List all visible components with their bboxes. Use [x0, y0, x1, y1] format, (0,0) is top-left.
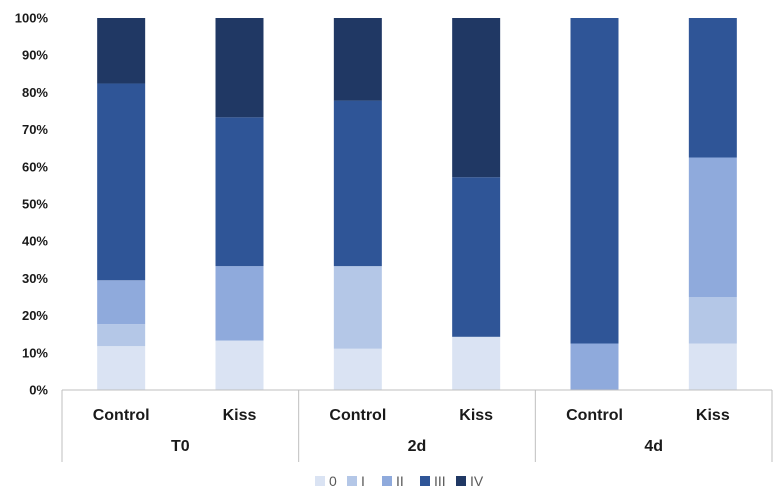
legend-label: III: [434, 473, 446, 489]
legend-label: IV: [470, 473, 484, 489]
y-tick-label: 20%: [22, 308, 48, 323]
y-tick-label: 60%: [22, 159, 48, 174]
y-tick-label: 50%: [22, 197, 48, 212]
y-tick-label: 40%: [22, 234, 48, 249]
y-tick-label: 100%: [15, 11, 49, 26]
bar-segment-iv: [215, 18, 264, 118]
x-axis: Control Kiss T0 Control Kiss 2d Control Kiss 4d: [61, 389, 773, 462]
bar-segment-iii: [333, 100, 382, 267]
bars: [97, 18, 737, 390]
legend-label: II: [396, 473, 404, 489]
bar-segment-iii: [215, 117, 264, 267]
x-category-label: Control: [329, 407, 386, 424]
y-tick-label: 80%: [22, 85, 48, 100]
legend-swatch: [382, 476, 392, 486]
y-tick-label: 30%: [22, 271, 48, 286]
bar-segment-0: [452, 336, 501, 390]
bar-segment-ii: [97, 280, 146, 325]
x-category-label: Kiss: [459, 407, 493, 424]
legend-label: I: [361, 473, 365, 489]
legend: 0 I II III IV: [315, 473, 484, 489]
bar-segment-0: [97, 346, 146, 390]
y-tick-label: 70%: [22, 122, 48, 137]
x-category-label: Kiss: [696, 407, 730, 424]
x-group-label: 2d: [408, 438, 427, 455]
bar-segment-i: [688, 297, 737, 344]
legend-swatch: [315, 476, 325, 486]
y-tick-label: 90%: [22, 48, 48, 63]
y-tick-label: 10%: [22, 345, 48, 360]
x-category-label: Kiss: [223, 407, 257, 424]
bar-segment-ii: [570, 343, 619, 390]
bar-segment-0: [333, 348, 382, 390]
bar-segment-0: [215, 340, 264, 390]
bar-segment-iv: [333, 18, 382, 101]
legend-swatch: [347, 476, 357, 486]
bar-segment-iv: [452, 18, 501, 178]
legend-label: 0: [329, 473, 337, 489]
y-tick-label: 0%: [29, 383, 48, 398]
bar-segment-iii: [688, 18, 737, 158]
legend-swatch: [420, 476, 430, 486]
bar-segment-iii: [452, 177, 501, 337]
bar-segment-iv: [97, 18, 146, 84]
bar-segment-iii: [570, 18, 619, 344]
bar-segment-i: [97, 324, 146, 347]
x-group-label: 4d: [644, 438, 663, 455]
bar-segment-ii: [688, 157, 737, 297]
x-category-label: Control: [93, 407, 150, 424]
bar-segment-i: [333, 266, 382, 349]
bar-segment-ii: [215, 266, 264, 341]
y-axis: 0% 10% 20% 30% 40% 50% 60% 70% 80% 90% 100%: [15, 11, 49, 398]
legend-swatch: [456, 476, 466, 486]
bar-segment-0: [688, 343, 737, 390]
bar-segment-iii: [97, 83, 146, 281]
x-category-label: Control: [566, 407, 623, 424]
x-group-label: T0: [171, 438, 190, 455]
